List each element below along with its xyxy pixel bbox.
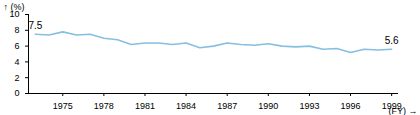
svg-text:7.5: 7.5 [28,20,42,31]
svg-text:5.6: 5.6 [385,35,399,46]
svg-text:1984: 1984 [176,101,196,111]
svg-text:↑ (%): ↑ (%) [4,2,25,12]
svg-text:(FY) →: (FY) → [389,106,418,115]
svg-text:8: 8 [14,25,19,35]
svg-text:1993: 1993 [299,101,319,111]
svg-text:0: 0 [14,88,19,98]
svg-text:10: 10 [9,9,20,20]
svg-text:4: 4 [14,57,19,67]
svg-text:1987: 1987 [217,101,237,111]
svg-text:2: 2 [14,73,19,83]
svg-text:1978: 1978 [94,101,114,111]
svg-text:1996: 1996 [341,101,361,111]
svg-text:1990: 1990 [258,101,278,111]
svg-text:1975: 1975 [53,101,73,111]
svg-text:1981: 1981 [135,101,155,111]
svg-text:6: 6 [14,41,19,51]
